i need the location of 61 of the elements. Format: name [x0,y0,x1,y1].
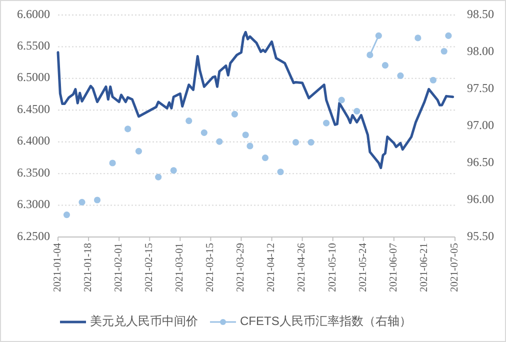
x-tick-label: 2021-04-12 [266,243,278,292]
point [109,160,116,166]
x-tick-label: 2021-06-21 [418,243,430,292]
y-tick-label: 6.2500 [17,228,50,243]
point [63,212,70,218]
point [216,138,223,145]
y-tick-label: 6.5000 [17,70,50,84]
y-tick-label: 6.3000 [17,197,50,212]
point [292,138,300,146]
point [445,32,452,40]
point [308,138,314,146]
y-tick-label: 6.5500 [17,38,50,52]
point [277,168,284,176]
point [170,167,177,174]
point [323,120,330,126]
x-tick-label: 2021-06-07 [388,243,400,292]
x-tick-label: 2021-05-10 [327,243,338,292]
legend-label: CFETS人民币汇率指数（右轴） [240,314,412,328]
point [366,52,374,58]
y2-tick-label: 98.00 [467,44,494,58]
x-tick-label: 2021-03-29 [236,243,247,292]
point [186,118,192,124]
x-tick-label: 2021-03-01 [174,243,186,292]
legend-label: 美元兑人民币中间价 [90,314,198,328]
point [414,34,422,42]
point [94,196,101,204]
point [231,110,238,118]
point [135,148,142,154]
point [246,142,254,150]
point [124,126,132,132]
y2-tick-label: 97.00 [467,118,494,132]
point [338,96,345,104]
y-tick-label: 6.3500 [17,165,50,180]
x-tick-label: 2021-03-15 [205,243,216,292]
point [375,32,382,40]
y2-tick-label: 96.50 [467,154,494,169]
point [397,72,404,79]
y2-tick-label: 98.50 [467,6,494,21]
point [200,129,208,136]
point [242,132,249,138]
y2-tick-label: 96.00 [467,192,494,206]
point [430,76,436,84]
point [155,174,162,180]
y2-tick-label: 97.50 [467,80,494,95]
x-tick-label: 2021-01-04 [52,242,64,292]
x-tick-label: 2021-01-18 [82,243,94,292]
x-tick-label: 2021-04-26 [296,243,308,292]
x-tick-label: 2021-07-05 [449,243,460,292]
point [440,48,448,55]
line-series [56,30,454,170]
y2-tick-label: 95.50 [467,228,494,243]
point [78,198,86,206]
y-tick-label: 6.4500 [17,102,50,116]
y-tick-label: 6.4000 [17,134,50,148]
x-tick-label: 2021-02-01 [113,243,124,292]
y-tick-label: 6.6000 [17,6,50,21]
x-tick-label: 2021-02-15 [144,243,156,292]
point [382,62,388,69]
point [354,108,360,114]
x-tick-label: 2021-05-24 [358,242,369,292]
point [262,154,269,162]
